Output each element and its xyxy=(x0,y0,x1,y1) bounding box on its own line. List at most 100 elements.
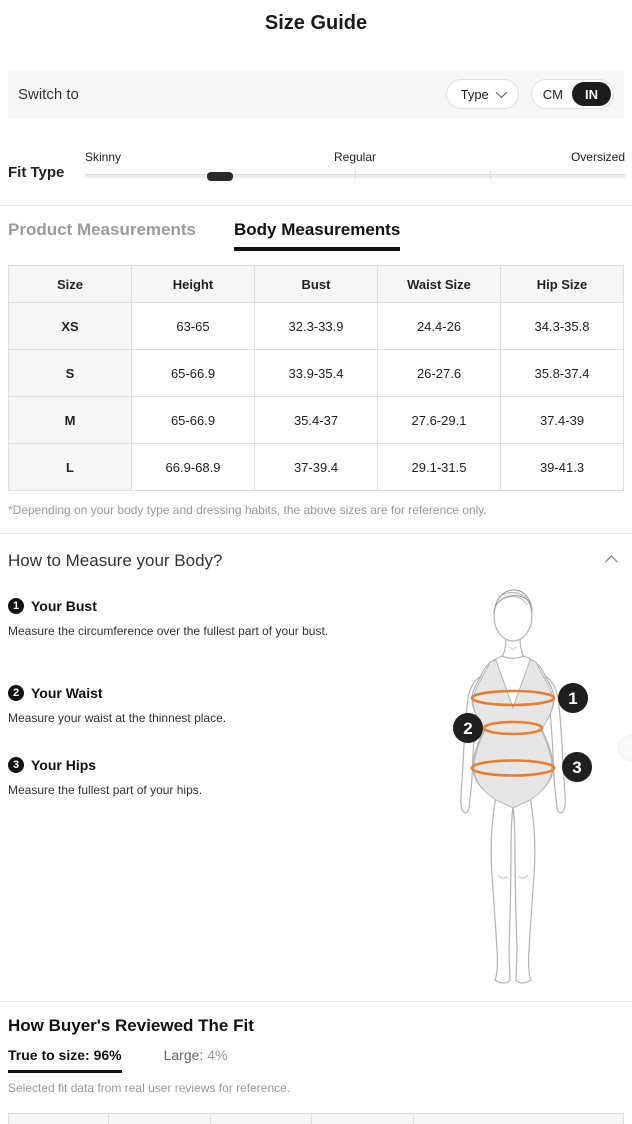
hip-cell: 35.8-37.4 xyxy=(500,349,624,397)
waist-cell: 26-27.6 xyxy=(377,349,501,397)
bust-cell: 32.3-33.9 xyxy=(254,302,378,350)
height-cell: 65-66.9 xyxy=(131,396,255,444)
chip-true-to-size[interactable]: True to size: 96% xyxy=(8,1047,122,1073)
fit-review-title: How Buyer's Reviewed The Fit xyxy=(8,1016,254,1035)
table-column-separator xyxy=(311,1114,312,1124)
fit-type-label: Fit Type xyxy=(8,164,65,181)
bust-cell: 33.9-35.4 xyxy=(254,349,378,397)
svg-text:3: 3 xyxy=(572,758,581,777)
table-column-separator xyxy=(108,1114,109,1124)
measure-section-title: How to Measure your Body? xyxy=(8,551,223,570)
measure-item-title: Your Hips xyxy=(31,757,97,773)
figure-right-leg xyxy=(512,795,536,984)
svg-text:2: 2 xyxy=(463,719,472,738)
unit-cm-option[interactable]: CM xyxy=(542,86,563,102)
figure-left-leg xyxy=(490,795,514,984)
col-header-waist: Waist Size xyxy=(377,265,501,303)
divider xyxy=(0,533,632,534)
slider-tick xyxy=(355,171,356,179)
step-3-badge: 3 xyxy=(8,757,24,773)
figure-chin-shadow xyxy=(509,646,517,650)
fit-type-options: Skinny Regular Oversized xyxy=(85,150,625,166)
figure-badge-1: 1 xyxy=(558,683,588,713)
partial-table-header xyxy=(8,1113,624,1124)
fit-option-regular: Regular xyxy=(333,150,377,164)
size-cell: XS xyxy=(8,302,132,350)
chip-large-label: Large: xyxy=(163,1047,204,1063)
divider xyxy=(0,1001,632,1002)
measure-item-desc: Measure the circumference over the fulle… xyxy=(8,624,329,638)
table-row: L 66.9-68.9 37-39.4 29.1-31.5 39-41.3 xyxy=(8,443,624,491)
measure-item-waist: 2 Your Waist xyxy=(8,685,103,701)
table-row: XS 63-65 32.3-33.9 24.4-26 34.3-35.8 xyxy=(8,302,624,350)
waist-measure-line xyxy=(482,720,544,736)
step-1-badge: 1 xyxy=(8,598,24,614)
measure-item-title: Your Bust xyxy=(31,598,97,614)
figure-badge-2: 2 xyxy=(453,713,483,743)
chip-large[interactable]: Large: 4% xyxy=(164,1047,228,1063)
bust-measure-line xyxy=(470,689,556,707)
table-header-row: Size Height Bust Waist Size Hip Size xyxy=(8,265,624,303)
type-dropdown-label: Type xyxy=(460,86,489,102)
hip-cell: 39-41.3 xyxy=(500,443,624,491)
body-figure-svg: 1 2 3 xyxy=(453,589,592,984)
chevron-down-icon xyxy=(495,86,507,99)
height-cell: 66.9-68.9 xyxy=(131,443,255,491)
measure-item-desc: Measure your waist at the thinnest place… xyxy=(8,711,227,725)
divider xyxy=(0,205,632,206)
waist-cell: 27.6-29.1 xyxy=(377,396,501,444)
size-cell: L xyxy=(8,443,132,491)
measure-item-hips: 3 Your Hips xyxy=(8,757,96,773)
slider-tick xyxy=(490,171,491,179)
switch-bar: Switch to Type CM IN xyxy=(8,70,624,118)
bust-cell: 37-39.4 xyxy=(254,443,378,491)
size-cell: S xyxy=(8,349,132,397)
type-dropdown-button[interactable]: Type xyxy=(445,79,519,109)
size-reference-footnote: *Depending on your body type and dressin… xyxy=(8,503,487,517)
fit-type-slider: Skinny Regular Oversized xyxy=(85,150,625,186)
table-row: S 65-66.9 33.9-35.4 26-27.6 35.8-37.4 xyxy=(8,349,624,397)
fit-option-skinny: Skinny xyxy=(85,150,122,164)
waist-cell: 29.1-31.5 xyxy=(377,443,501,491)
figure-knee-lines xyxy=(497,874,529,879)
collapse-section-button[interactable] xyxy=(605,555,620,568)
fit-review-note: Selected fit data from real user reviews… xyxy=(8,1081,291,1095)
height-cell: 63-65 xyxy=(131,302,255,350)
chip-true-to-size-label: True to size: xyxy=(8,1047,90,1063)
chip-true-to-size-value: 96% xyxy=(93,1047,122,1063)
col-header-hip: Hip Size xyxy=(500,265,624,303)
measure-item-title: Your Waist xyxy=(31,685,103,701)
hip-cell: 37.4-39 xyxy=(500,396,624,444)
table-row: M 65-66.9 35.4-37 27.6-29.1 37.4-39 xyxy=(8,396,624,444)
col-header-bust: Bust xyxy=(254,265,378,303)
table-column-separator xyxy=(413,1114,414,1124)
bust-cell: 35.4-37 xyxy=(254,396,378,444)
switch-to-label: Switch to xyxy=(18,85,79,103)
chevron-up-icon xyxy=(605,555,618,568)
tab-product-measurements[interactable]: Product Measurements xyxy=(8,220,196,239)
figure-hair-lines xyxy=(496,592,529,606)
chip-large-value: 4% xyxy=(207,1047,228,1063)
size-cell: M xyxy=(8,396,132,444)
unit-toggle[interactable]: CM IN xyxy=(530,79,614,109)
svg-text:1: 1 xyxy=(568,689,577,708)
slider-track[interactable] xyxy=(85,171,625,181)
figure-badge-3: 3 xyxy=(562,752,592,782)
fit-option-oversized: Oversized xyxy=(570,150,625,164)
slider-handle[interactable] xyxy=(207,172,233,181)
col-header-height: Height xyxy=(131,265,255,303)
measurement-tabs: Product Measurements Body Measurements xyxy=(8,220,401,251)
switch-controls: Type CM IN xyxy=(445,79,614,109)
col-header-size: Size xyxy=(8,265,132,303)
page-title: Size Guide xyxy=(264,12,368,34)
measure-item-bust: 1 Your Bust xyxy=(8,598,97,614)
step-2-badge: 2 xyxy=(8,685,24,701)
unit-in-option-selected[interactable]: IN xyxy=(572,82,611,106)
hips-measure-line xyxy=(470,759,556,777)
body-measurements-table: Size Height Bust Waist Size Hip Size XS … xyxy=(8,265,624,491)
fit-review-chips: True to size: 96% Large: 4% xyxy=(8,1047,227,1073)
table-column-separator xyxy=(210,1114,211,1124)
tab-body-measurements[interactable]: Body Measurements xyxy=(234,220,401,251)
body-measurement-illustration: 1 2 3 xyxy=(420,580,632,990)
